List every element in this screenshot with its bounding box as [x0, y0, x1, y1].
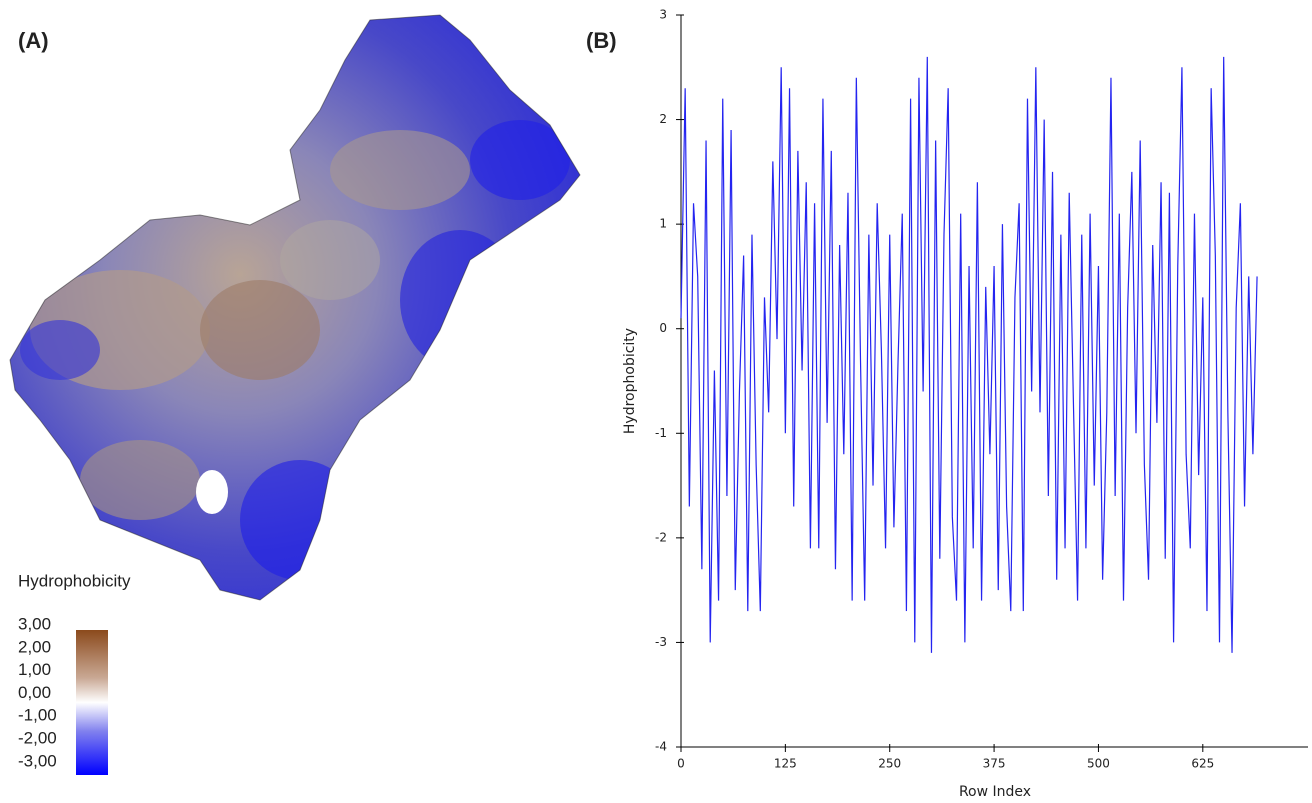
line-chart: Row Index Hydrophobicity -4 -3 -2 -1 0 1 2 3 0 12…: [622, 8, 1308, 800]
legend-labels: 3,00 2,00 1,00 0,00 -1,00 -2,00 -3,00: [18, 614, 57, 770]
x-tick-label: 500: [1087, 757, 1110, 771]
color-bar: [76, 630, 108, 775]
legend-label: -3,00: [18, 751, 57, 770]
panel-label: (A): [18, 28, 49, 53]
x-axis-title: Row Index: [959, 784, 1031, 800]
y-tick-label: 0: [659, 321, 667, 335]
protein-surface: [10, 15, 580, 600]
y-tick-label: 1: [659, 217, 667, 231]
legend-label: 2,00: [18, 637, 51, 656]
surface-hole: [196, 470, 228, 514]
y-tick-label: -4: [655, 740, 667, 754]
x-tick-label: 0: [677, 757, 685, 771]
legend-label: 0,00: [18, 683, 51, 702]
y-tick-label: 2: [659, 112, 667, 126]
data-line: [680, 56, 1258, 653]
legend-label: 1,00: [18, 660, 51, 679]
x-tick-label: 250: [878, 757, 901, 771]
legend-title: Hydrophobicity: [18, 571, 131, 590]
legend-label: -1,00: [18, 706, 57, 725]
y-tick-label: 3: [659, 8, 667, 22]
legend-label: -2,00: [18, 728, 57, 747]
y-tick-label: -1: [655, 426, 667, 440]
panel-label: (B): [586, 28, 617, 53]
y-axis-title: Hydrophobicity: [622, 328, 638, 434]
x-tick-label: 125: [774, 757, 797, 771]
x-tick-label: 375: [983, 757, 1006, 771]
legend-label: 3,00: [18, 614, 51, 633]
x-tick-label: 625: [1191, 757, 1214, 771]
y-tick-label: -2: [655, 530, 667, 544]
y-tick-label: -3: [655, 635, 667, 649]
